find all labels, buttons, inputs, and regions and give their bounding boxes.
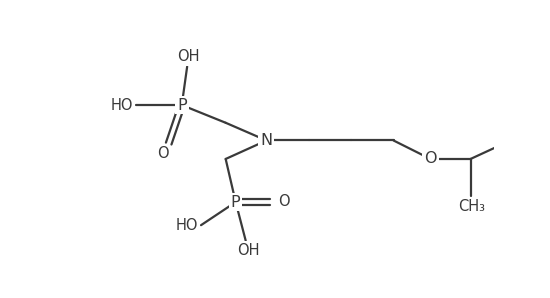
Text: P: P: [177, 97, 186, 113]
Text: HO: HO: [111, 97, 133, 113]
Text: N: N: [260, 133, 273, 148]
Text: HO: HO: [176, 218, 199, 233]
Text: OH: OH: [178, 49, 200, 64]
Text: O: O: [424, 151, 437, 167]
Text: O: O: [157, 146, 168, 161]
Text: CH₃: CH₃: [459, 199, 486, 214]
Text: OH: OH: [238, 243, 260, 258]
Text: O: O: [278, 194, 290, 209]
Text: P: P: [231, 195, 240, 209]
